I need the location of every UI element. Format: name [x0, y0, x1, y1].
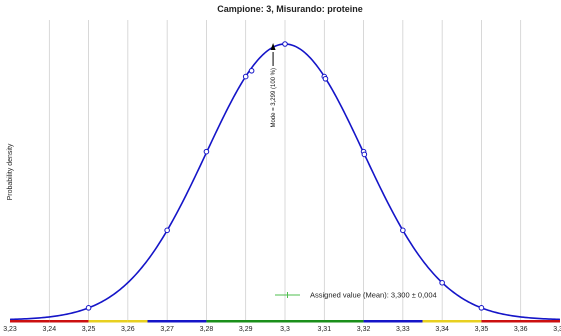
legend: Assigned value (Mean): 3,300 ± 0,004	[275, 291, 437, 300]
x-tick-label: 3,32	[357, 326, 371, 333]
mode-arrowhead-icon	[270, 43, 276, 50]
x-tick-label: 3,24	[42, 326, 56, 333]
x-tick-labels: 3,23 3,24 3,25 3,26 3,27 3,28 3,29 3,3 3,31 3,32 3…	[3, 326, 561, 333]
data-point	[439, 279, 445, 286]
x-tick-label: 3,37	[553, 326, 561, 333]
x-tick-label: 3,3	[280, 326, 290, 333]
axis-band	[206, 320, 364, 323]
data-point	[242, 73, 249, 80]
x-tick-label: 3,31	[317, 326, 331, 333]
axis-band	[49, 320, 89, 323]
mode-label: Mode = 3,299 (100 %)	[271, 68, 277, 128]
data-point	[248, 67, 255, 74]
legend-entry: Assigned value (Mean): 3,300 ± 0,004	[310, 291, 437, 300]
x-tick-label: 3,35	[475, 326, 489, 333]
x-tick-label: 3,28	[200, 326, 214, 333]
x-tick-label: 3,27	[160, 326, 174, 333]
data-point	[478, 305, 485, 311]
x-tick-label: 3,25	[82, 326, 96, 333]
axis-band	[363, 320, 423, 323]
axis-band	[127, 320, 148, 323]
y-axis-label: Probability density	[7, 143, 14, 200]
mode-annotation: Mode = 3,299 (100 %)	[270, 43, 277, 128]
axis-band	[88, 320, 128, 323]
data-points	[85, 41, 485, 311]
data-point	[85, 305, 92, 311]
data-point	[400, 227, 406, 234]
x-tick-label: 3,23	[3, 326, 17, 333]
data-point	[203, 148, 210, 155]
axis-band	[147, 320, 207, 323]
axis-band	[422, 320, 482, 323]
x-tick-label: 3,34	[435, 326, 449, 333]
data-point	[164, 227, 170, 234]
data-point	[322, 75, 329, 82]
axis-band	[10, 320, 50, 323]
x-tick-label: 3,33	[396, 326, 410, 333]
chart-title: Campione: 3, Misurando: proteine	[217, 4, 363, 14]
x-tick-label: 3,26	[121, 326, 135, 333]
axis-color-bands	[10, 320, 560, 323]
x-tick-label: 3,29	[239, 326, 253, 333]
x-tick-label: 3,36	[514, 326, 528, 333]
data-point	[282, 41, 288, 47]
grid-lines	[48, 20, 522, 320]
axis-band	[481, 320, 560, 323]
data-point	[361, 151, 368, 158]
